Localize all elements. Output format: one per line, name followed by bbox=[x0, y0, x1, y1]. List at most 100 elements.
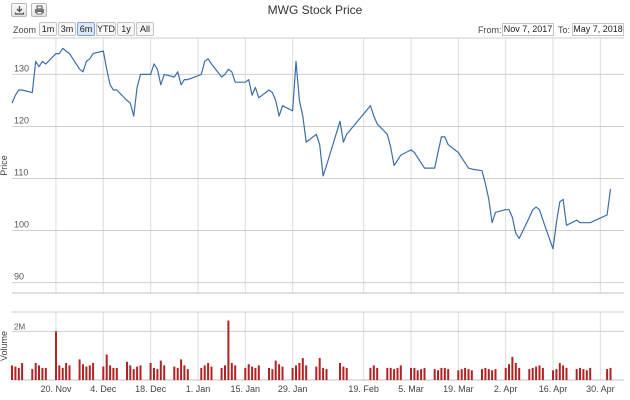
volume-bar bbox=[433, 369, 436, 380]
volume-bar bbox=[227, 320, 230, 380]
volume-bar bbox=[528, 369, 531, 380]
volume-bar bbox=[156, 369, 159, 380]
zoom-ytd-button[interactable]: YTD bbox=[96, 22, 116, 36]
volume-bar bbox=[129, 365, 132, 380]
volume-bar bbox=[301, 358, 304, 380]
y-tick-label: 120 bbox=[14, 115, 29, 125]
volume-bar bbox=[457, 370, 460, 380]
volume-bar bbox=[491, 370, 494, 380]
volume-bar bbox=[271, 369, 274, 380]
volume-bar bbox=[393, 369, 396, 380]
volume-bar bbox=[416, 370, 419, 380]
volume-bar bbox=[558, 363, 561, 380]
volume-bar bbox=[17, 367, 20, 380]
price-line bbox=[11, 47, 612, 250]
volume-bar bbox=[318, 358, 321, 380]
volume-bar bbox=[447, 369, 450, 380]
y-tick-label: 90 bbox=[14, 272, 24, 282]
volume-bar bbox=[339, 363, 341, 380]
zoom-6m-button[interactable]: 6m bbox=[77, 22, 95, 36]
zoom-all-button[interactable]: All bbox=[136, 22, 154, 36]
volume-bar bbox=[247, 364, 250, 380]
volume-bar bbox=[210, 366, 213, 380]
volume-bar bbox=[484, 367, 487, 380]
volume-bar bbox=[244, 367, 247, 380]
volume-bar bbox=[34, 363, 37, 380]
volume-bar bbox=[78, 359, 81, 380]
volume-bar bbox=[589, 367, 592, 380]
volume-bar bbox=[504, 367, 507, 380]
volume-bar bbox=[325, 369, 328, 380]
volume-bar bbox=[92, 363, 95, 380]
volume-bar bbox=[538, 365, 541, 380]
volume-bar bbox=[21, 363, 24, 380]
volume-bar bbox=[173, 366, 176, 380]
zoom-1m-button[interactable]: 1m bbox=[39, 22, 57, 36]
volume-bar bbox=[88, 365, 91, 380]
range-to-input[interactable]: May 7, 2018 bbox=[572, 23, 624, 36]
volume-bar bbox=[139, 365, 142, 380]
volume-bar bbox=[55, 331, 57, 380]
volume-bar bbox=[149, 363, 152, 380]
volume-bar bbox=[230, 363, 233, 380]
volume-bar bbox=[552, 370, 554, 380]
volume-bar bbox=[41, 367, 44, 380]
volume-bar bbox=[251, 366, 254, 380]
volume-bar bbox=[105, 354, 108, 380]
volume-bar bbox=[369, 367, 372, 380]
volume-bar bbox=[565, 367, 568, 380]
x-tick-label: 29. Jan bbox=[278, 384, 308, 394]
x-tick-label: 20. Nov bbox=[40, 384, 72, 394]
volume-bar bbox=[376, 367, 379, 380]
volume-bar bbox=[399, 365, 402, 380]
volume-bar bbox=[220, 367, 223, 380]
download-icon[interactable] bbox=[11, 3, 27, 17]
volume-bar bbox=[535, 366, 538, 380]
y-tick-label: 100 bbox=[14, 220, 29, 230]
volume-bar bbox=[298, 363, 301, 380]
volume-bar bbox=[159, 360, 162, 380]
x-tick-label: 4. Dec bbox=[90, 384, 117, 394]
x-tick-label: 5. Mar bbox=[398, 384, 424, 394]
volume-bar bbox=[234, 365, 237, 380]
volume-bar bbox=[207, 363, 210, 380]
volume-bar bbox=[61, 367, 64, 380]
range-from-input[interactable]: Nov 7, 2017 bbox=[502, 23, 554, 36]
volume-bar bbox=[555, 369, 558, 380]
chart-title: MWG Stock Price bbox=[267, 3, 363, 17]
volume-bar bbox=[85, 366, 88, 380]
x-tick-label: 15. Jan bbox=[231, 384, 261, 394]
volume-bar bbox=[31, 369, 34, 380]
x-tick-label: 1. Jan bbox=[186, 384, 211, 394]
volume-bar bbox=[183, 365, 186, 380]
volume-bar bbox=[295, 365, 297, 380]
x-tick-label: 18. Dec bbox=[135, 384, 167, 394]
volume-bar bbox=[443, 367, 446, 380]
volume-bar bbox=[322, 367, 325, 380]
volume-bar bbox=[481, 369, 483, 380]
volume-bar bbox=[68, 365, 71, 380]
volume-bar bbox=[372, 365, 375, 380]
volume-bar bbox=[65, 363, 68, 380]
zoom-1y-button[interactable]: 1y bbox=[117, 22, 135, 36]
y-tick-label: 110 bbox=[14, 168, 28, 178]
volume-bar bbox=[254, 367, 257, 380]
volume-bar bbox=[410, 367, 412, 380]
volume-bar bbox=[274, 360, 277, 380]
price-axis-label: Price bbox=[0, 155, 9, 176]
volume-bar bbox=[606, 369, 609, 380]
x-tick-label: 19. Mar bbox=[443, 384, 474, 394]
volume-bar bbox=[487, 369, 490, 380]
range-from-label: From: bbox=[478, 25, 502, 35]
volume-bar bbox=[136, 366, 139, 380]
print-icon[interactable] bbox=[31, 3, 47, 17]
volume-bar bbox=[44, 367, 47, 380]
volume-bar bbox=[109, 365, 112, 380]
volume-bar bbox=[180, 359, 183, 380]
volume-tick-label: 2M bbox=[14, 322, 25, 331]
volume-bar bbox=[585, 370, 588, 380]
zoom-label: Zoom bbox=[13, 25, 37, 35]
zoom-3m-button[interactable]: 3m bbox=[58, 22, 76, 36]
volume-bar bbox=[389, 367, 392, 380]
